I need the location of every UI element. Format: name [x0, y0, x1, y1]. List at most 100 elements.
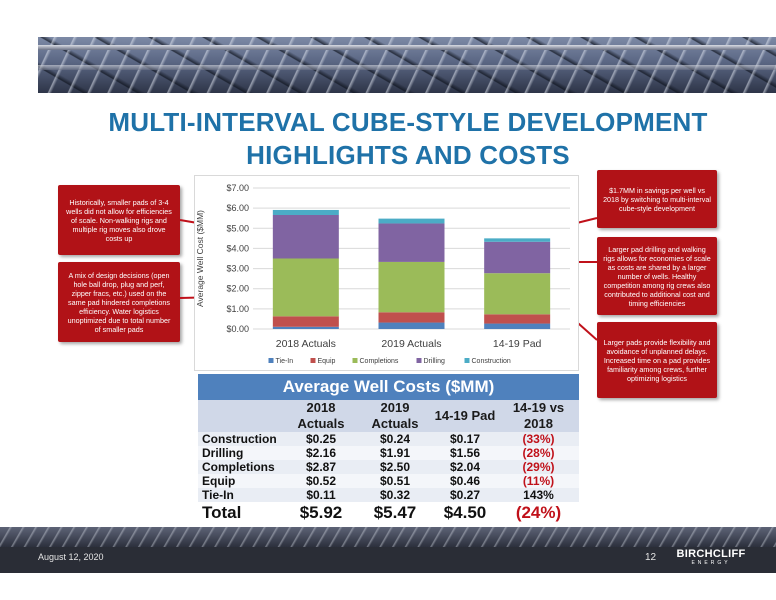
footer-bar: [0, 547, 776, 573]
table-row: Tie-In $0.11 $0.32 $0.27 143%: [198, 488, 579, 502]
cell-2018: $0.25: [284, 432, 358, 446]
callout-right-bottom: Larger pads provide flexibility and avoi…: [597, 322, 717, 398]
legend-swatch: [416, 358, 422, 363]
legend-swatch: [310, 358, 316, 363]
bar-segment: [272, 214, 339, 259]
logo-subtitle: ENERGY: [691, 560, 731, 566]
banner-pipe: [38, 45, 776, 50]
header-pad: 14-19 Pad: [432, 400, 498, 432]
legend-entry: Equip: [318, 358, 336, 365]
bar-segment: [484, 323, 551, 329]
legend-swatch: [268, 358, 274, 363]
bar-segment: [378, 218, 445, 224]
table-row: Equip $0.52 $0.51 $0.46 (11%): [198, 474, 579, 488]
cell-change: 143%: [498, 488, 579, 502]
row-label: Equip: [198, 474, 284, 488]
row-label: Completions: [198, 460, 284, 474]
cell-2018: $0.11: [284, 488, 358, 502]
bar-segment: [378, 312, 445, 323]
cell-2019: $0.51: [358, 474, 432, 488]
total-change: (24%): [498, 502, 579, 524]
well-costs-table: Average Well Costs ($MM) 2018 Actuals 20…: [198, 374, 579, 524]
table-row: Drilling $2.16 $1.91 $1.56 (28%): [198, 446, 579, 460]
table-total-row: Total $5.92 $5.47 $4.50 (24%): [198, 502, 579, 524]
table-row: Construction $0.25 $0.24 $0.17 (33%): [198, 432, 579, 446]
bar-segment: [484, 273, 551, 315]
legend-entry: Completions: [360, 358, 399, 365]
table-title: Average Well Costs ($MM): [198, 374, 579, 400]
header-2019: 2019 Actuals: [358, 400, 432, 432]
header-2018: 2018 Actuals: [284, 400, 358, 432]
table-row: Completions $2.87 $2.50 $2.04 (29%): [198, 460, 579, 474]
header-photo-banner: [38, 37, 776, 93]
header-blank: [198, 400, 284, 432]
y-tick-label: $2.00: [226, 284, 249, 294]
cell-change: (28%): [498, 446, 579, 460]
legend-entry: Tie-In: [276, 358, 294, 365]
cell-2018: $2.16: [284, 446, 358, 460]
legend-entry: Drilling: [424, 358, 446, 365]
y-tick-label: $0.00: [226, 324, 249, 334]
cell-pad: $0.27: [432, 488, 498, 502]
legend-entry: Construction: [472, 358, 511, 365]
cell-2019: $0.24: [358, 432, 432, 446]
x-tick-label: 2018 Actuals: [276, 338, 336, 350]
bar-segment: [484, 241, 551, 274]
cell-2018: $2.87: [284, 460, 358, 474]
y-axis-label: Average Well Cost ($MM): [195, 210, 205, 307]
cell-pad: $1.56: [432, 446, 498, 460]
y-tick-label: $5.00: [226, 223, 249, 233]
bar-segment: [272, 258, 339, 317]
logo-name: BIRCHCLIFF: [676, 548, 746, 560]
total-label: Total: [198, 502, 284, 524]
bar-segment: [484, 314, 551, 324]
y-tick-label: $1.00: [226, 304, 249, 314]
y-tick-label: $6.00: [226, 203, 249, 213]
cell-2018: $0.52: [284, 474, 358, 488]
slide-title-line2: HIGHLIGHTS AND COSTS: [246, 140, 570, 170]
bar-segment: [378, 261, 445, 313]
stacked-bar-chart: $0.00 $1.00 $2.00 $3.00 $4.00 $5.00 $6.00 $7.00…: [194, 175, 579, 371]
company-logo: BIRCHCLIFF ENERGY: [671, 548, 751, 567]
x-tick-label: 2019 Actuals: [381, 338, 441, 350]
bar-segment: [272, 316, 339, 327]
bar-segment: [378, 322, 445, 329]
table-header-row: 2018 Actuals 2019 Actuals 14-19 Pad 14-1…: [198, 400, 579, 432]
legend-swatch: [464, 358, 470, 363]
bar-segment: [272, 326, 339, 329]
row-label: Tie-In: [198, 488, 284, 502]
cell-change: (29%): [498, 460, 579, 474]
chart-svg: $0.00 $1.00 $2.00 $3.00 $4.00 $5.00 $6.00 $7.00…: [195, 183, 570, 365]
bar-segment: [378, 223, 445, 262]
total-pad: $4.50: [432, 502, 498, 524]
cell-pad: $2.04: [432, 460, 498, 474]
callout-right-top: $1.7MM in savings per well vs 2018 by sw…: [597, 170, 717, 228]
y-tick-label: $3.00: [226, 264, 249, 274]
page-number: 12: [645, 552, 657, 563]
callout-left-bottom: A mix of design decisions (open hole bal…: [58, 262, 180, 342]
callout-right-mid: Larger pad drilling and walking rigs all…: [597, 237, 717, 315]
cell-pad: $0.17: [432, 432, 498, 446]
slide-title: MULTI-INTERVAL CUBE-STYLE DEVELOPMENT HI…: [40, 106, 776, 172]
cell-2019: $0.32: [358, 488, 432, 502]
bar-segment: [272, 209, 339, 215]
banner-pipe: [38, 65, 776, 70]
row-label: Construction: [198, 432, 284, 446]
slide-title-line1: MULTI-INTERVAL CUBE-STYLE DEVELOPMENT: [108, 107, 708, 137]
cell-pad: $0.46: [432, 474, 498, 488]
total-2019: $5.47: [358, 502, 432, 524]
footer-date: August 12, 2020: [38, 552, 104, 562]
legend-swatch: [352, 358, 358, 363]
row-label: Drilling: [198, 446, 284, 460]
callout-left-top: Historically, smaller pads of 3-4 wells …: [58, 185, 180, 255]
footer-photo-band: [0, 527, 776, 547]
y-tick-label: $7.00: [226, 183, 249, 193]
cell-2019: $1.91: [358, 446, 432, 460]
x-tick-label: 14-19 Pad: [493, 338, 542, 350]
total-2018: $5.92: [284, 502, 358, 524]
y-tick-label: $4.00: [226, 243, 249, 253]
header-change: 14-19 vs 2018: [498, 400, 579, 432]
bar-segment: [484, 238, 551, 242]
cell-change: (11%): [498, 474, 579, 488]
cell-2019: $2.50: [358, 460, 432, 474]
